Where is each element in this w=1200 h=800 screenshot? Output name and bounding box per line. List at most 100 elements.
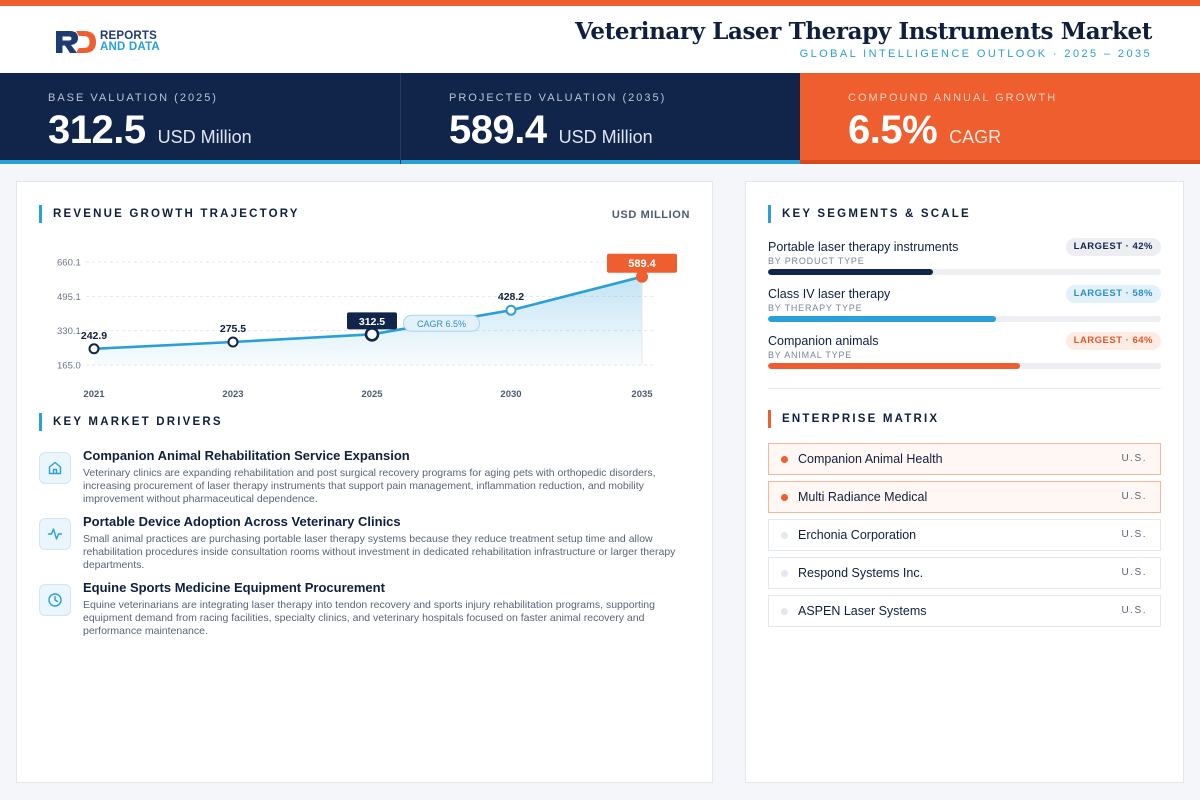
bullet-dot-icon xyxy=(781,570,788,577)
x-tick-label: 2025 xyxy=(361,389,383,400)
top-accent-bar xyxy=(0,0,1200,6)
brand-logo[interactable]: REPORTS AND DATA xyxy=(54,28,160,56)
section-accent xyxy=(39,205,42,223)
segment-share-badge: LARGEST · 58% xyxy=(1065,285,1161,303)
brand-mark-icon xyxy=(56,31,96,53)
company-name: Companion Animal Health xyxy=(798,452,943,466)
brand-name: REPORTS AND DATA xyxy=(100,30,160,53)
company-country: U.S. xyxy=(1121,491,1147,502)
section-divider xyxy=(768,388,1161,389)
segment-bar-track xyxy=(768,363,1161,369)
driver-item: Portable Device Adoption Across Veterina… xyxy=(39,514,699,580)
data-label-box xyxy=(347,312,397,330)
right-panel: KEY SEGMENTS & SCALE Portable laser ther… xyxy=(745,181,1184,783)
enterprise-matrix: Companion Animal Health U.S. Multi Radia… xyxy=(768,443,1161,633)
cagr-annotation: CAGR 6.5% xyxy=(417,319,466,329)
company-name: Multi Radiance Medical xyxy=(798,490,928,504)
company-row[interactable]: Multi Radiance Medical U.S. xyxy=(768,481,1161,513)
page-title: Veterinary Laser Therapy Instruments Mar… xyxy=(575,18,1152,45)
company-name: Respond Systems Inc. xyxy=(798,566,924,580)
stat-value: 589.4 xyxy=(449,108,547,152)
company-country: U.S. xyxy=(1121,605,1147,616)
bullet-dot-icon xyxy=(781,456,788,463)
brand-line-2: AND DATA xyxy=(100,41,160,53)
driver-description: Equine veterinarians are integrating las… xyxy=(83,599,655,637)
cagr-pill xyxy=(403,314,480,332)
company-row[interactable]: Respond Systems Inc. U.S. xyxy=(768,557,1161,589)
company-row[interactable]: Companion Animal Health U.S. xyxy=(768,443,1161,475)
data-label: 275.5 xyxy=(220,323,246,335)
data-point xyxy=(505,304,517,316)
company-row[interactable]: Erchonia Corporation U.S. xyxy=(768,519,1161,551)
company-country: U.S. xyxy=(1121,529,1147,540)
segment-name: Class IV laser therapy xyxy=(768,287,891,301)
segment-category: BY PRODUCT TYPE xyxy=(768,256,865,266)
section-accent xyxy=(768,205,771,223)
segment-share-badge: LARGEST · 42% xyxy=(1065,238,1161,256)
x-tick-label: 2035 xyxy=(631,389,653,400)
drivers-list: Companion Animal Rehabilitation Service … xyxy=(39,448,699,646)
section-title: KEY SEGMENTS & SCALE xyxy=(782,208,971,220)
segment-bar-track xyxy=(768,316,1161,322)
data-point xyxy=(227,336,239,348)
y-tick-label: 495.1 xyxy=(57,292,81,303)
section-title: KEY MARKET DRIVERS xyxy=(53,416,223,428)
stat-value: 6.5% xyxy=(848,108,938,152)
segment-share-badge: LARGEST · 64% xyxy=(1065,332,1161,350)
bullet-dot-icon xyxy=(781,532,788,539)
section-accent xyxy=(39,413,42,431)
segments-section-header: KEY SEGMENTS & SCALE xyxy=(768,205,971,223)
stats-strip: BASE VALUATION (2025) 312.5 USD Million … xyxy=(0,73,1200,164)
clock-icon xyxy=(39,584,71,616)
driver-title: Companion Animal Rehabilitation Service … xyxy=(83,448,410,463)
segment-bar-fill xyxy=(768,269,934,275)
y-tick-label: 660.1 xyxy=(57,258,81,269)
segment-item: Portable laser therapy instruments BY PR… xyxy=(768,238,1161,285)
segment-category: BY ANIMAL TYPE xyxy=(768,350,853,360)
home-icon xyxy=(39,452,71,484)
driver-description: Small animal practices are purchasing po… xyxy=(83,533,676,571)
left-panel: REVENUE GROWTH TRAJECTORY USD MILLION 16… xyxy=(16,181,713,783)
x-tick-label: 2030 xyxy=(500,389,521,400)
section-accent xyxy=(768,410,771,428)
segment-item: Class IV laser therapy BY THERAPY TYPE L… xyxy=(768,285,1161,332)
stat-cagr: COMPOUND ANNUAL GROWTH 6.5% CAGR xyxy=(800,73,1200,164)
stat-unit: USD Million xyxy=(157,127,252,147)
data-label: 312.5 xyxy=(359,316,385,328)
page-subtitle: GLOBAL INTELLIGENCE OUTLOOK · 2025 – 203… xyxy=(799,48,1152,60)
stat-label: COMPOUND ANNUAL GROWTH xyxy=(848,92,1058,104)
brand-line-1: REPORTS xyxy=(100,30,157,42)
section-title: REVENUE GROWTH TRAJECTORY xyxy=(53,208,300,220)
revenue-line-chart: 165.0 330.1 495.1 660.1 CAGR 6.5% 2021 242.9 20… xyxy=(57,253,677,400)
driver-title: Portable Device Adoption Across Veterina… xyxy=(83,514,401,529)
stat-underline xyxy=(0,160,400,164)
section-title: ENTERPRISE MATRIX xyxy=(782,413,940,425)
chart-unit-label: USD MILLION xyxy=(611,209,690,221)
stat-unit: CAGR xyxy=(949,127,1002,147)
data-point xyxy=(88,343,100,355)
company-row[interactable]: ASPEN Laser Systems U.S. xyxy=(768,595,1161,627)
x-tick-label: 2023 xyxy=(222,389,243,400)
data-point xyxy=(636,270,648,283)
data-label: 589.4 xyxy=(628,258,656,270)
stat-unit: USD Million xyxy=(558,127,653,147)
y-tick-label: 330.1 xyxy=(57,326,81,337)
revenue-section-header: REVENUE GROWTH TRAJECTORY xyxy=(39,205,300,223)
stat-underline xyxy=(800,160,1200,164)
activity-icon xyxy=(39,518,71,550)
segment-bar-track xyxy=(768,269,1161,275)
company-country: U.S. xyxy=(1121,567,1147,578)
segment-name: Companion animals xyxy=(768,334,879,348)
stat-projected-valuation: PROJECTED VALUATION (2035) 589.4 USD Mil… xyxy=(400,73,800,164)
matrix-section-header: ENTERPRISE MATRIX xyxy=(768,410,939,428)
segment-name: Portable laser therapy instruments xyxy=(768,240,959,254)
segment-category: BY THERAPY TYPE xyxy=(768,303,863,313)
segment-bar-fill xyxy=(768,316,996,322)
driver-title: Equine Sports Medicine Equipment Procure… xyxy=(83,580,385,595)
bullet-dot-icon xyxy=(781,608,788,615)
data-label: 428.2 xyxy=(498,291,524,303)
driver-description: Veterinary clinics are expanding rehabil… xyxy=(83,467,656,505)
data-point xyxy=(364,327,380,342)
company-country: U.S. xyxy=(1121,453,1147,464)
stat-label: PROJECTED VALUATION (2035) xyxy=(449,92,667,104)
